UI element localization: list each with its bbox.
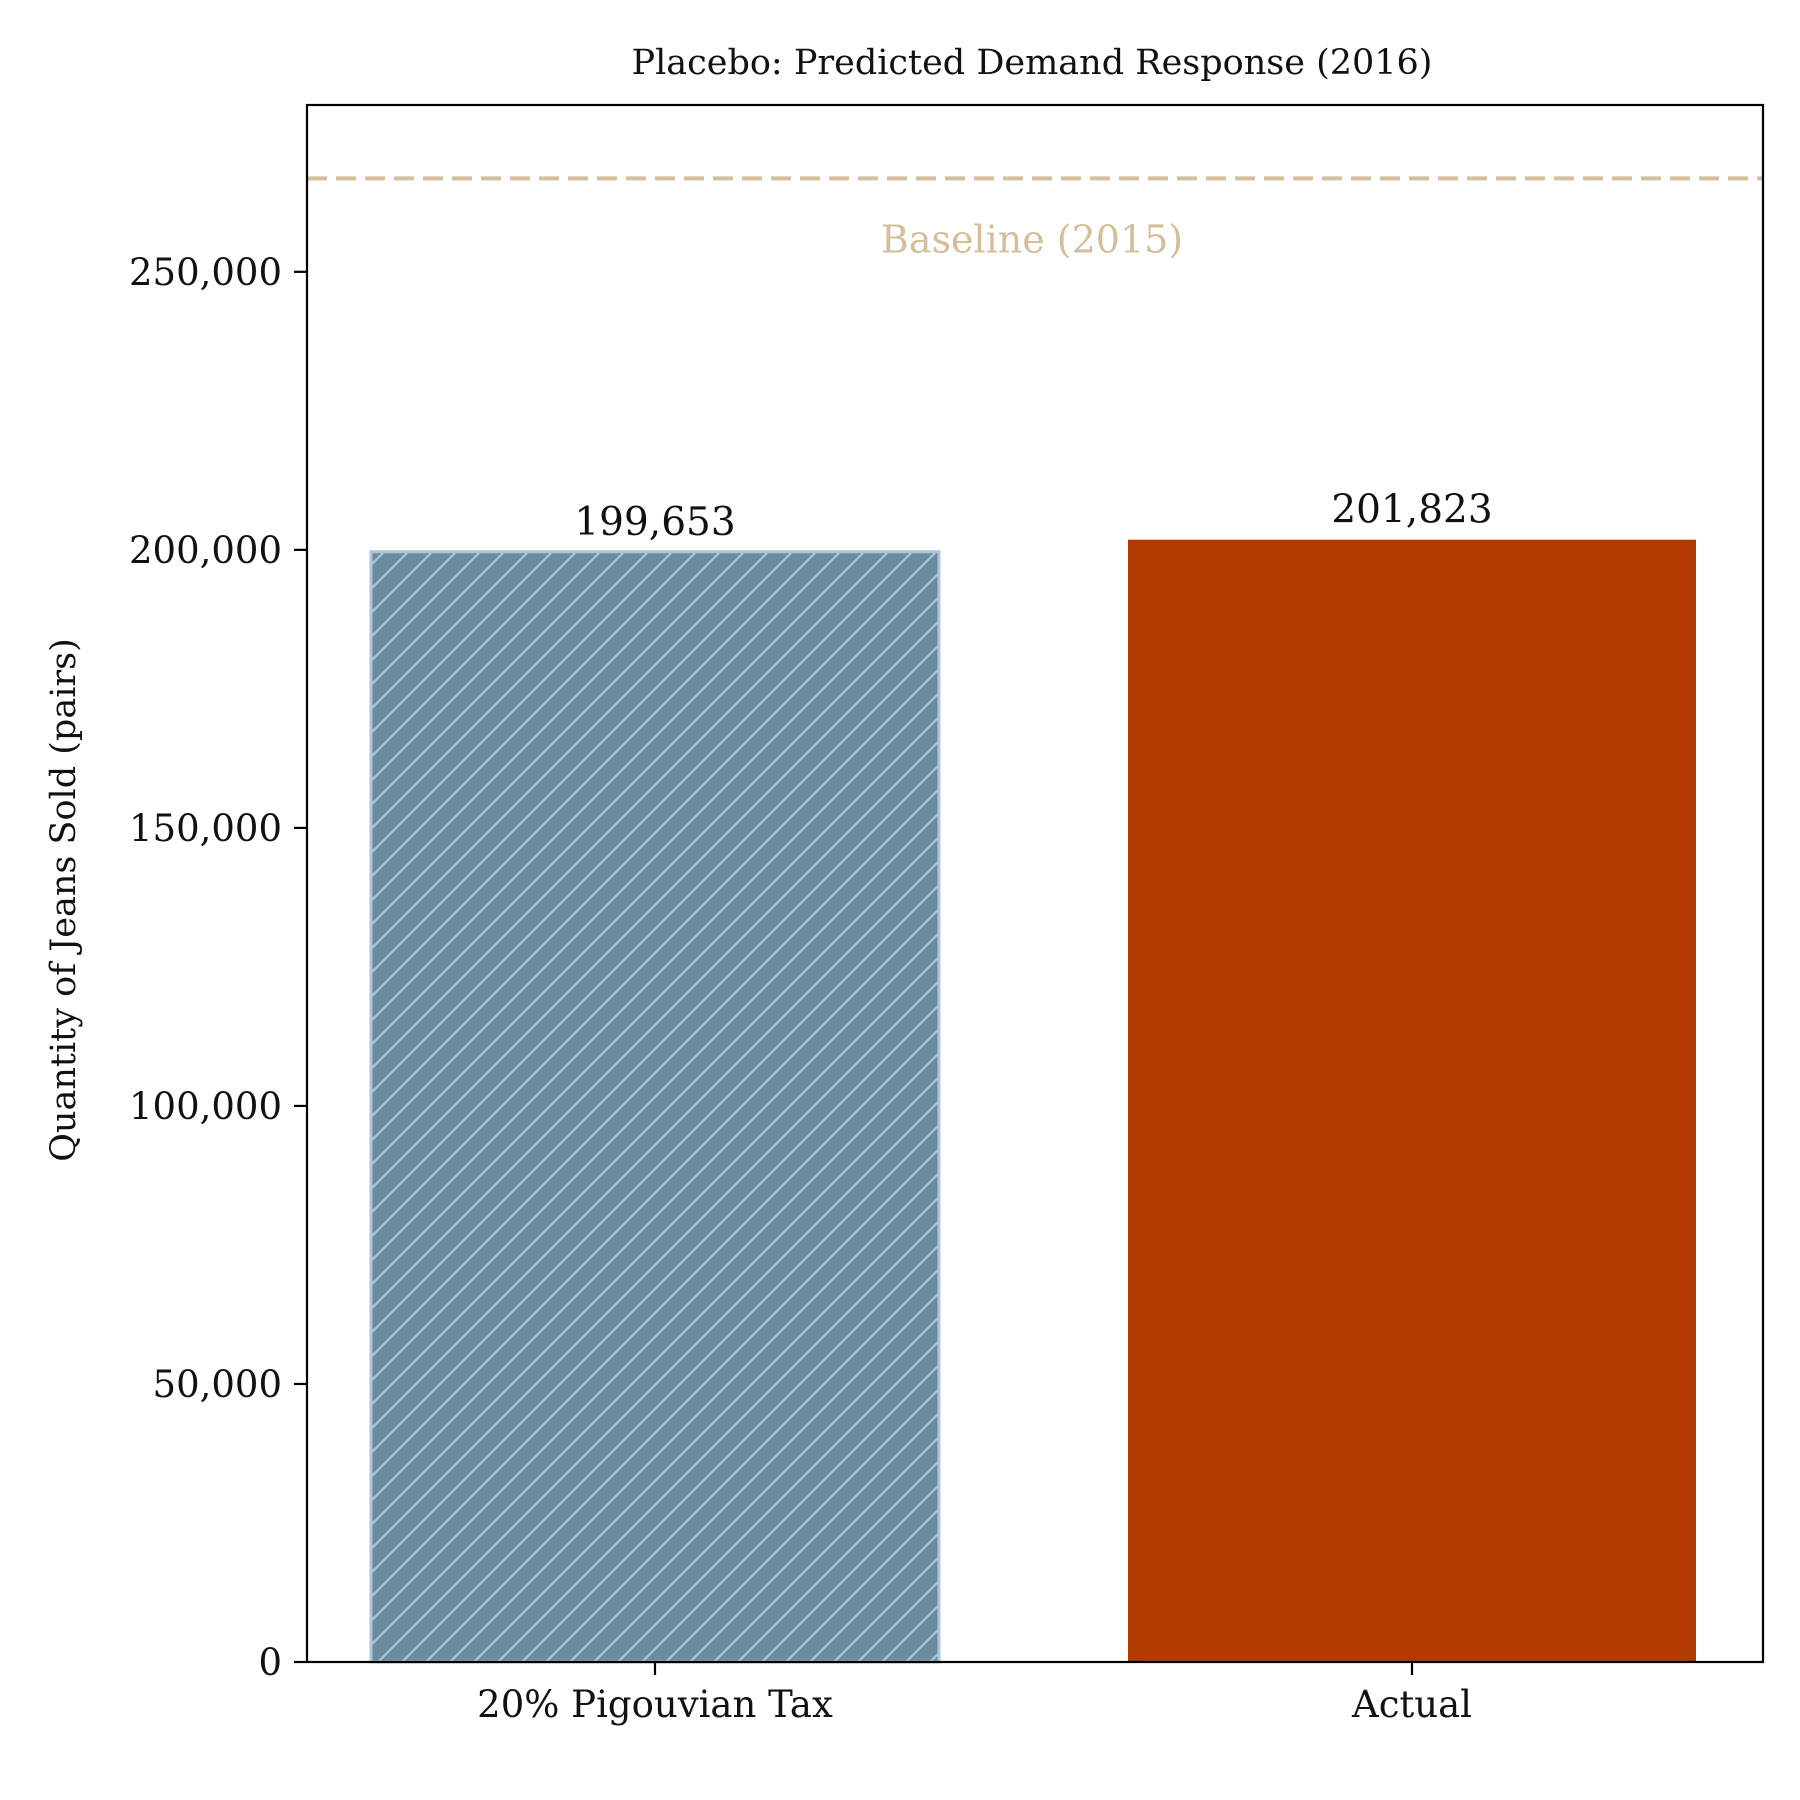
bar-value-label: 201,823: [1331, 488, 1492, 533]
y-tick-label: 200,000: [129, 529, 282, 572]
bar-value-label: 199,653: [574, 500, 735, 545]
chart-title: Placebo: Predicted Demand Response (2016…: [632, 43, 1433, 83]
x-tick-label: 20% Pigouvian Tax: [477, 1683, 833, 1726]
y-tick-label: 150,000: [129, 807, 282, 850]
bar-20-pigouvian-tax: [369, 550, 941, 1664]
y-tick-label: 50,000: [153, 1363, 282, 1406]
y-axis-label: Quantity of Jeans Sold (pairs): [44, 638, 84, 1162]
plot-frame: [305, 103, 1765, 1664]
x-tick-label: Actual: [1351, 1683, 1472, 1726]
baseline-label: Baseline (2015): [881, 217, 1183, 261]
plot-area: Baseline (2015) 199,653 20% Pigouvian Tax 2…: [129, 176, 1763, 1726]
bar-actual: [1128, 539, 1696, 1662]
y-tick-label: 250,000: [129, 251, 282, 294]
y-tick-label: 0: [258, 1641, 282, 1684]
y-tick-label: 100,000: [129, 1085, 282, 1128]
